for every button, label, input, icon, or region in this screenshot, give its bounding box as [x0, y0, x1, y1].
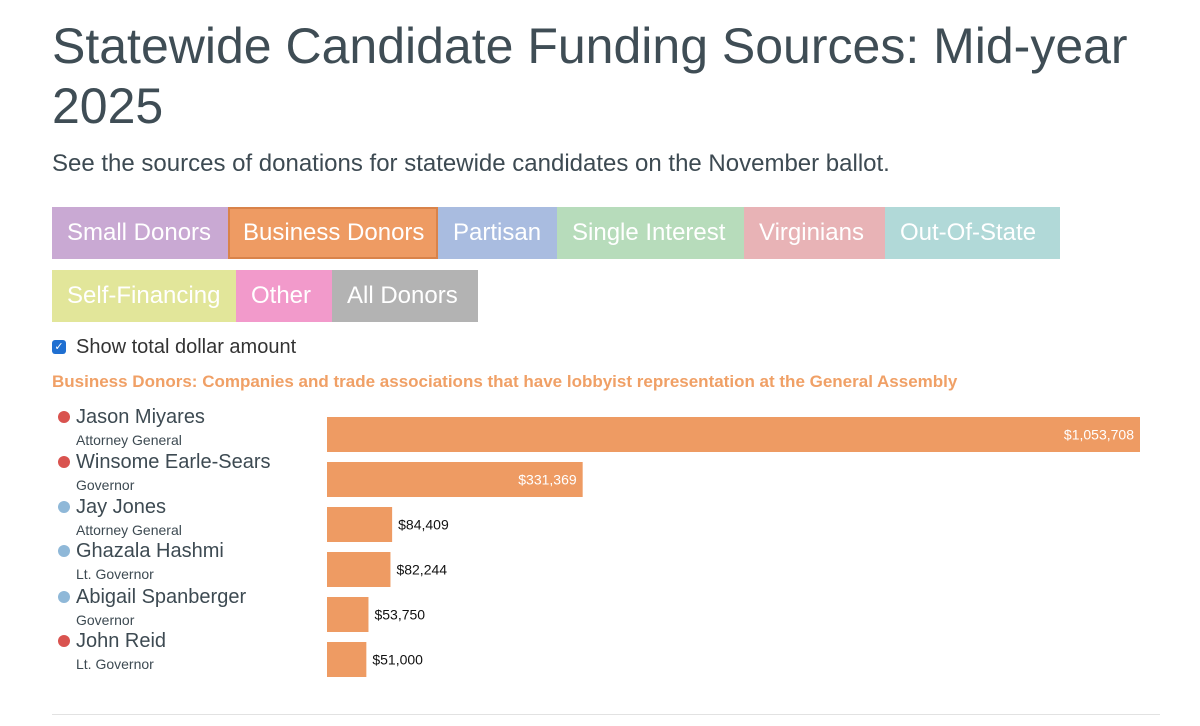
party-dot-icon — [58, 411, 70, 423]
candidate-office: Governor — [76, 477, 135, 493]
candidate-office: Attorney General — [76, 432, 182, 448]
bar-value-label: $51,000 — [372, 652, 423, 668]
candidate-office: Lt. Governor — [76, 566, 154, 582]
bar — [327, 417, 1140, 452]
filter-all-donors-button[interactable]: All Donors — [332, 270, 478, 322]
bar — [327, 507, 393, 542]
filter-partisan-button[interactable]: Partisan — [438, 207, 557, 259]
bar-value-label: $1,053,708 — [1064, 427, 1134, 443]
divider — [52, 714, 1160, 715]
candidate-office: Governor — [76, 612, 135, 628]
party-dot-icon — [58, 635, 70, 647]
show-total-label: Show total dollar amount — [76, 335, 297, 358]
bar-value-label: $53,750 — [374, 607, 425, 623]
candidate-name: Jason Miyares — [76, 406, 205, 428]
page-subtitle: See the sources of donations for statewi… — [52, 150, 890, 177]
candidate-name: Ghazala Hashmi — [76, 540, 224, 562]
candidate-name: John Reid — [76, 630, 167, 652]
category-description: Business Donors: Companies and trade ass… — [52, 372, 958, 391]
page-title: Statewide Candidate Funding Sources: Mid… — [52, 18, 1128, 134]
candidate-name: Abigail Spanberger — [76, 586, 247, 608]
bar — [327, 642, 367, 677]
checkbox-checked-icon[interactable]: ✓ — [52, 340, 66, 354]
filter-small-donors-button[interactable]: Small Donors — [52, 207, 228, 259]
candidate-name: Winsome Earle-Sears — [76, 451, 271, 473]
party-dot-icon — [58, 545, 70, 557]
party-dot-icon — [58, 456, 70, 468]
filter-other-button[interactable]: Other — [236, 270, 332, 322]
party-dot-icon — [58, 501, 70, 513]
bar — [327, 597, 369, 632]
candidate-office: Attorney General — [76, 522, 182, 538]
party-dot-icon — [58, 591, 70, 603]
show-total-toggle[interactable]: ✓ Show total dollar amount — [52, 335, 296, 359]
filter-out-of-state-button[interactable]: Out-Of-State — [885, 207, 1060, 259]
filter-business-donors-button[interactable]: Business Donors — [228, 207, 438, 259]
filter-single-interest-button[interactable]: Single Interest — [557, 207, 744, 259]
bar-value-label: $84,409 — [398, 517, 449, 533]
candidate-office: Lt. Governor — [76, 656, 154, 672]
bar — [327, 462, 583, 497]
bar-value-label: $82,244 — [396, 562, 447, 578]
candidate-name: Jay Jones — [76, 496, 167, 518]
filter-self-financing-button[interactable]: Self-Financing — [52, 270, 236, 322]
bar-value-label: $331,369 — [518, 472, 577, 488]
bar — [327, 552, 391, 587]
filter-virginians-button[interactable]: Virginians — [744, 207, 885, 259]
